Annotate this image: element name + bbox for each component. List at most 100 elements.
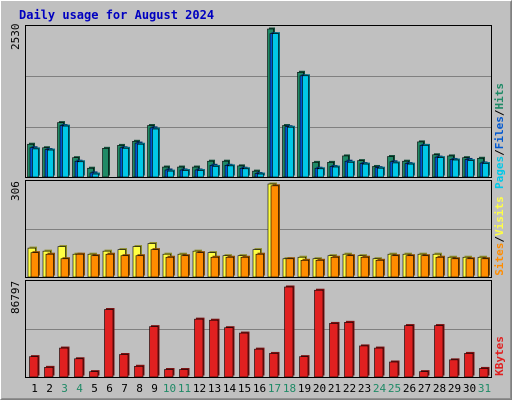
panel-visits: 306 Sites/Visits [9, 180, 506, 278]
day-axis-labels: 1 2 3 4 5 6 7 8 9 10 11 12 13 14 15 16 17 18 19 20 21 22 23 24 2… [31, 382, 491, 395]
kbytes-panel-bar-kbytes [119, 354, 129, 378]
visits-panel-bar-sites [180, 255, 189, 278]
day-label: 26 [403, 382, 416, 395]
hits-panel-bar-pages [152, 128, 159, 178]
visits-panel-bar-sites [120, 255, 129, 278]
kbytes-panel-bar-kbytes [29, 356, 39, 378]
axis-label-files: Files [493, 116, 506, 149]
axis-label-visits: Visits [493, 196, 506, 236]
visits-panel-bar-sites [105, 253, 114, 278]
visits-panel-bar-sites [255, 253, 264, 278]
visits-panel-bar-sites [225, 256, 234, 278]
kbytes-panel-bar-kbytes [479, 368, 489, 378]
day-label: 28 [433, 382, 446, 395]
day-label: 5 [91, 382, 98, 395]
day-label: 30 [463, 382, 476, 395]
panel-kbytes-max-label: 86797 [9, 281, 22, 314]
hits-panel-bar-pages [422, 145, 429, 178]
panel-visits-max-label: 306 [9, 181, 22, 201]
hits-panel-bar-pages [227, 165, 234, 178]
hits-panel-bar-pages [467, 160, 474, 178]
kbytes-panel-bar-kbytes [224, 327, 234, 378]
day-label: 11 [178, 382, 191, 395]
visits-panel-bar-sites [90, 255, 99, 278]
kbytes-panel-bar-kbytes [134, 365, 144, 378]
kbytes-panel-bar-kbytes [179, 369, 189, 378]
axis-label-sep2: / [493, 109, 506, 116]
visits-panel-bar-sites [405, 255, 414, 278]
hits-panel-bar-pages [77, 161, 84, 178]
visits-panel-bar-sites [285, 258, 294, 278]
axis-label-sep1: / [493, 149, 506, 156]
visits-panel-bar-sites [135, 255, 144, 278]
visits-panel-bar-sites [465, 258, 474, 278]
hits-panel-bar-pages [47, 149, 54, 178]
visits-panel-bar-sites [195, 252, 204, 278]
visits-panel-bar-sites [300, 259, 309, 278]
kbytes-panel-bar-kbytes [374, 347, 384, 378]
axis-label-sep1: / [493, 236, 506, 243]
axis-label-pages: Pages [493, 156, 506, 189]
hits-panel-bar-pages [407, 163, 414, 178]
kbytes-panel-bar-kbytes [434, 325, 444, 378]
day-label: 15 [238, 382, 251, 395]
hits-panel-bar-pages [242, 168, 249, 178]
axis-label-hits: Hits [493, 83, 506, 110]
hits-panel-bar-pages [92, 173, 99, 178]
panel-kbytes: 86797 KBytes [9, 280, 506, 378]
hits-panel-bar-hits [102, 148, 109, 178]
kbytes-panel-bar-kbytes [464, 353, 474, 378]
day-label: 6 [106, 382, 113, 395]
visits-panel-bar-sites [330, 256, 339, 278]
kbytes-panel-bar-kbytes [59, 347, 69, 378]
hits-panel-bar-pages [392, 162, 399, 178]
hits-panel-bar-pages [197, 170, 204, 178]
hits-panel-bar-pages [452, 159, 459, 178]
day-label: 8 [136, 382, 143, 395]
kbytes-panel-bar-kbytes [329, 323, 339, 378]
hits-panel-bar-pages [332, 166, 339, 178]
day-label: 24 [373, 382, 387, 395]
day-label: 20 [313, 382, 326, 395]
kbytes-panel-bar-kbytes [449, 359, 459, 378]
day-label: 17 [268, 382, 281, 395]
visits-panel-bar-sites [240, 256, 249, 278]
day-label: 7 [121, 382, 128, 395]
hits-panel-bar-pages [62, 125, 69, 178]
panel-hits-axis-label: Pages/Files/Hits [493, 83, 506, 189]
panel-hits: 2530 Pages/Files/Hits [9, 24, 506, 190]
day-label: 27 [418, 382, 431, 395]
visits-panel-bar-sites [315, 259, 324, 278]
day-label: 21 [328, 382, 341, 395]
day-label: 22 [343, 382, 356, 395]
kbytes-panel-bar-kbytes [299, 356, 309, 378]
day-label: 3 [61, 382, 68, 395]
kbytes-panel-bar-kbytes [209, 319, 219, 378]
kbytes-panel-bar-kbytes [239, 332, 249, 378]
visits-panel-bar-sites [30, 252, 39, 278]
kbytes-panel-bar-kbytes [44, 367, 54, 378]
hits-panel-bar-pages [137, 143, 144, 178]
axis-label-kbytes: KBytes [493, 336, 506, 376]
panel-hits-max-label: 2530 [9, 24, 22, 51]
visits-panel-bar-sites [390, 255, 399, 278]
kbytes-panel-bar-kbytes [74, 358, 84, 378]
hits-panel-bar-pages [437, 157, 444, 178]
visits-panel-bar-sites [375, 259, 384, 278]
day-label: 18 [283, 382, 296, 395]
hits-panel-bar-pages [122, 148, 129, 178]
visits-panel-bar-sites [480, 258, 489, 278]
day-label: 16 [253, 382, 266, 395]
hits-panel-bar-pages [482, 163, 489, 178]
day-label: 9 [151, 382, 158, 395]
day-label: 29 [448, 382, 461, 395]
hits-panel-bar-pages [347, 162, 354, 178]
kbytes-panel-bar-kbytes [164, 369, 174, 378]
hits-panel-bar-pages [317, 168, 324, 178]
hits-panel-bar-pages [287, 126, 294, 178]
hits-panel-bar-pages [302, 75, 309, 178]
visits-panel-bar-sites [165, 256, 174, 278]
panel-kbytes-axis-label: KBytes [493, 336, 506, 376]
